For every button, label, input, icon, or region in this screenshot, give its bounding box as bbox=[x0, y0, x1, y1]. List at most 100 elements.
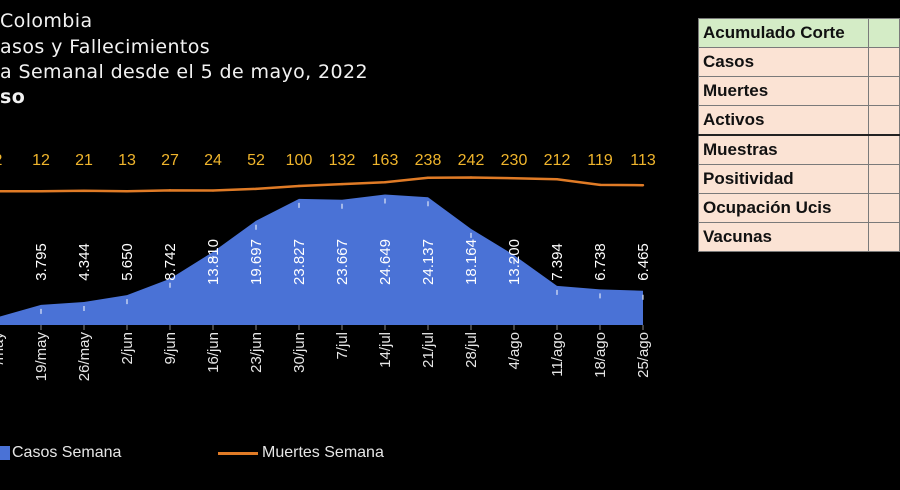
muertes-point bbox=[641, 184, 645, 187]
summary-label: Casos bbox=[698, 47, 869, 77]
summary-value bbox=[867, 47, 900, 77]
casos-value-label: 24.649 bbox=[377, 239, 394, 285]
casos-value-label: 24.137 bbox=[420, 239, 437, 285]
x-axis-tick-label: 16/jun bbox=[205, 332, 222, 373]
muertes-value-label: 24 bbox=[204, 152, 222, 169]
summary-row: Muertes bbox=[698, 76, 900, 106]
muertes-point bbox=[469, 176, 473, 179]
chart-title-line-3: a Semanal desde el 5 de mayo, 2022 bbox=[0, 61, 369, 83]
legend-label-casos: Casos Semana bbox=[12, 444, 122, 461]
casos-value-label: 4.344 bbox=[76, 243, 93, 281]
muertes-value-label: 212 bbox=[544, 152, 571, 169]
muertes-point bbox=[383, 181, 387, 184]
legend-swatch-casos bbox=[0, 446, 10, 460]
summary-row: Vacunas bbox=[698, 222, 900, 252]
summary-value bbox=[867, 18, 900, 48]
casos-value-label: 23.827 bbox=[291, 239, 308, 285]
summary-value bbox=[867, 193, 900, 223]
summary-row: Activos bbox=[698, 105, 900, 136]
casos-value-label: 6.738 bbox=[592, 243, 609, 281]
muertes-value-label: 12 bbox=[32, 152, 50, 169]
summary-value bbox=[867, 222, 900, 252]
muertes-point bbox=[254, 187, 258, 191]
summary-label: Acumulado Corte bbox=[698, 18, 869, 48]
x-axis-tick-label: 26/may bbox=[76, 332, 93, 382]
muertes-point bbox=[168, 189, 172, 192]
casos-value-label: 13.810 bbox=[205, 239, 222, 285]
muertes-value-label: 163 bbox=[372, 152, 399, 169]
summary-label: Muertes bbox=[698, 76, 869, 106]
summary-label: Activos bbox=[698, 105, 869, 136]
muertes-value-label: 238 bbox=[415, 152, 442, 169]
summary-row: Muestras bbox=[698, 134, 900, 165]
muertes-value-label: 132 bbox=[329, 152, 356, 169]
casos-value-label: 13.200 bbox=[506, 239, 523, 285]
muertes-point bbox=[426, 176, 430, 179]
x-axis-tick-label: /may bbox=[0, 332, 7, 365]
x-axis-tick-label: 23/jun bbox=[248, 332, 265, 373]
x-axis-tick-label: 18/ago bbox=[592, 332, 609, 378]
muertes-point bbox=[82, 189, 86, 192]
summary-label: Muestras bbox=[698, 134, 869, 165]
casos-value-label: 19.697 bbox=[248, 239, 265, 285]
x-axis-tick-label: 21/jul bbox=[420, 332, 437, 368]
casos-value-label: 8.742 bbox=[162, 243, 179, 281]
muertes-point bbox=[340, 182, 344, 186]
x-axis-tick-label: 30/jun bbox=[291, 332, 308, 373]
legend-label-muertes: Muertes Semana bbox=[262, 444, 384, 461]
summary-value bbox=[867, 134, 900, 165]
muertes-point bbox=[512, 177, 516, 180]
summary-value bbox=[867, 105, 900, 136]
muertes-value-label: 242 bbox=[458, 152, 485, 169]
chart-title-line-2: asos y Fallecimientos bbox=[0, 36, 211, 58]
summary-value bbox=[867, 164, 900, 194]
casos-area bbox=[0, 194, 643, 325]
chart-plot: 2122113272452100132163238242230212119113… bbox=[0, 152, 656, 382]
muertes-value-label: 27 bbox=[161, 152, 179, 169]
summary-label: Ocupación Ucis bbox=[698, 193, 869, 223]
muertes-point bbox=[598, 183, 602, 187]
x-axis-tick-label: 19/may bbox=[33, 332, 50, 382]
muertes-value-label: 100 bbox=[286, 152, 313, 169]
x-axis-tick-label: 2/jun bbox=[119, 332, 136, 365]
summary-label: Positividad bbox=[698, 164, 869, 194]
legend-swatch-muertes bbox=[218, 451, 258, 455]
muertes-point bbox=[297, 184, 301, 188]
muertes-point bbox=[125, 190, 129, 193]
muertes-point bbox=[211, 189, 215, 192]
summary-row: Positividad bbox=[698, 164, 900, 194]
x-axis-tick-label: 14/jul bbox=[377, 332, 394, 368]
muertes-value-label: 52 bbox=[247, 152, 265, 169]
chart-title-line-4: so bbox=[0, 86, 26, 108]
x-axis-tick-label: 7/jul bbox=[334, 332, 351, 360]
x-axis-tick-label: 9/jun bbox=[162, 332, 179, 365]
casos-value-label: 23.667 bbox=[334, 239, 351, 285]
muertes-point bbox=[39, 190, 43, 193]
chart-title-line-1: Colombia bbox=[0, 10, 93, 32]
muertes-value-label: 113 bbox=[630, 152, 656, 169]
legend-item-muertes: Muertes Semana bbox=[218, 444, 384, 462]
muertes-value-label: 21 bbox=[75, 152, 93, 169]
casos-value-label: 18.164 bbox=[463, 239, 480, 285]
x-axis-tick-label: 4/ago bbox=[506, 332, 523, 370]
x-axis-tick-label: 28/jul bbox=[463, 332, 480, 368]
legend-item-casos: Casos Semana bbox=[0, 444, 121, 462]
muertes-value-label: 230 bbox=[501, 152, 528, 169]
summary-header-row: Acumulado Corte bbox=[698, 18, 900, 48]
muertes-line bbox=[0, 176, 644, 193]
summary-label: Vacunas bbox=[698, 222, 869, 252]
summary-value bbox=[867, 76, 900, 106]
summary-row: Casos bbox=[698, 47, 900, 77]
x-axis-tick-label: 11/ago bbox=[549, 332, 566, 377]
summary-table: Acumulado Corte Casos Muertes Activos Mu… bbox=[698, 18, 900, 252]
casos-value-label: 3.795 bbox=[33, 243, 50, 281]
summary-row: Ocupación Ucis bbox=[698, 193, 900, 223]
casos-value-label: 6.465 bbox=[635, 243, 652, 281]
x-axis-tick-label: 25/ago bbox=[635, 332, 652, 378]
muertes-value-label: 2 bbox=[0, 152, 3, 169]
muertes-value-label: 13 bbox=[118, 152, 136, 169]
casos-value-label: 5.650 bbox=[119, 243, 136, 281]
muertes-value-label: 119 bbox=[587, 152, 613, 169]
casos-value-label: 7.394 bbox=[549, 243, 566, 281]
muertes-point bbox=[555, 178, 559, 181]
